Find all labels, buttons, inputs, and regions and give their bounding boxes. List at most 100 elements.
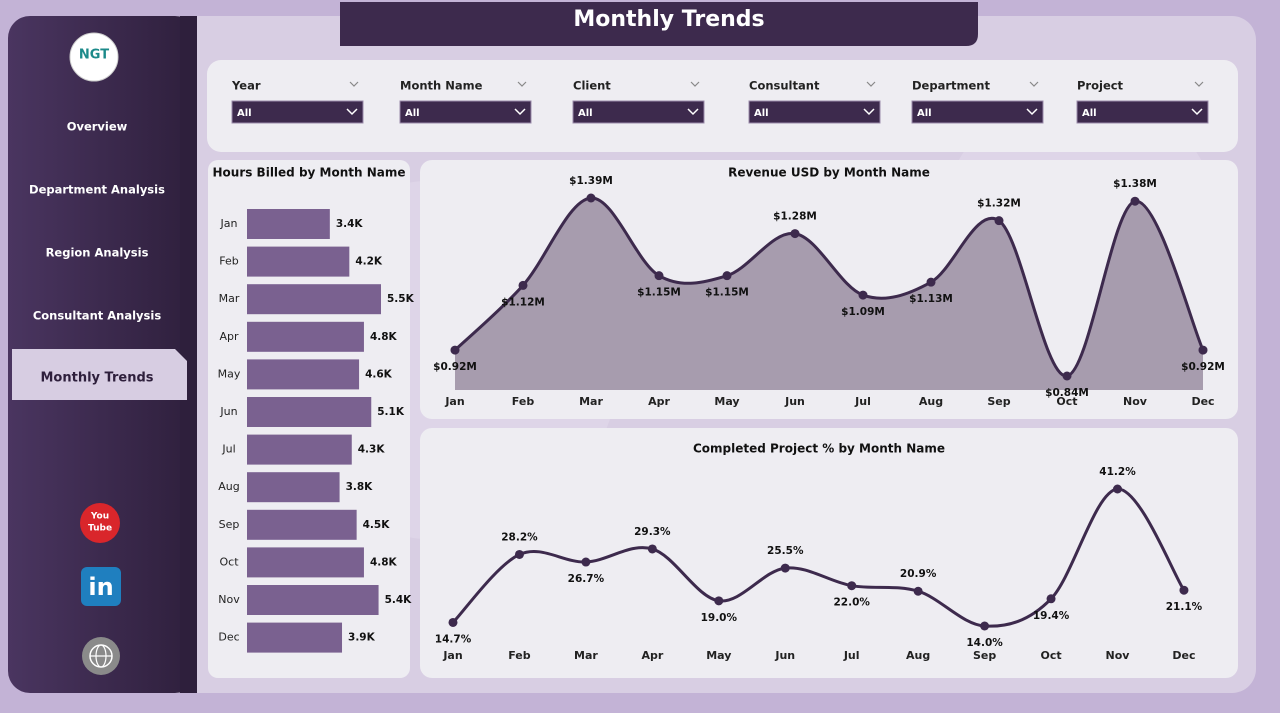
dropdown[interactable] (748, 100, 881, 124)
x-tick-label: Aug (906, 649, 930, 662)
x-tick-label: Jul (854, 395, 871, 408)
point (847, 581, 857, 591)
data-label: 22.0% (833, 597, 870, 609)
data-label: 19.4% (1033, 610, 1070, 622)
bar (247, 321, 364, 352)
data-label: 4.3K (358, 444, 386, 456)
dropdown[interactable] (572, 100, 705, 124)
point (1130, 196, 1140, 206)
youtube-text: Tube (88, 524, 112, 534)
x-tick-label: Oct (1040, 649, 1061, 662)
y-tick-label: Sep (219, 518, 240, 531)
data-label: 21.1% (1166, 601, 1203, 613)
data-label: 4.5K (363, 519, 391, 531)
page-title: Monthly Trends (573, 7, 764, 32)
x-tick-label: Jul (843, 649, 860, 662)
chevron (346, 108, 358, 116)
dropdown-value: All (1082, 108, 1097, 119)
sidebar-edge (180, 16, 197, 693)
y-tick-label: Mar (219, 292, 240, 305)
data-label: 4.8K (370, 331, 398, 343)
point (1113, 484, 1122, 494)
chevron (866, 81, 876, 87)
point (581, 557, 591, 567)
data-label: 26.7% (568, 573, 605, 585)
dropdown[interactable] (231, 100, 364, 124)
x-tick-label: Jan (444, 395, 464, 408)
point (980, 621, 990, 631)
data-label: 3.9K (348, 632, 376, 644)
chart-title: Revenue USD by Month Name (728, 166, 930, 180)
data-label: $1.28M (773, 211, 817, 223)
filter-label: Department (912, 79, 990, 93)
nav-item[interactable]: Monthly Trends (40, 371, 153, 386)
linkedin-icon[interactable] (81, 567, 121, 606)
data-label: $1.09M (841, 306, 885, 318)
nav-item[interactable]: Consultant Analysis (33, 309, 162, 323)
nav-item[interactable]: Department Analysis (29, 183, 165, 197)
bar (247, 585, 379, 615)
bar (247, 359, 360, 390)
point (1179, 585, 1189, 595)
point (586, 193, 596, 203)
chart-title: Hours Billed by Month Name (212, 166, 405, 180)
data-label: $1.13M (909, 293, 953, 305)
active-nav (12, 349, 187, 400)
data-label: 19.0% (701, 612, 738, 624)
dropdown-value: All (578, 108, 593, 119)
bar (247, 547, 364, 578)
point (450, 345, 460, 355)
x-tick-label: Nov (1123, 395, 1148, 408)
point (448, 617, 458, 627)
y-tick-label: Feb (219, 255, 238, 268)
y-tick-label: Dec (218, 631, 239, 644)
x-tick-label: Mar (579, 395, 603, 408)
x-tick-label: Jan (442, 649, 462, 662)
point (654, 271, 664, 281)
x-tick-label: May (714, 395, 739, 408)
point (913, 586, 923, 596)
nav-item[interactable]: Overview (67, 120, 128, 134)
chevron (349, 81, 359, 87)
data-label: $0.84M (1045, 387, 1089, 399)
chevron (517, 81, 527, 87)
filter-label: Client (573, 79, 611, 93)
chevron (687, 108, 699, 116)
dropdown[interactable] (1076, 100, 1209, 124)
filter-label: Month Name (400, 79, 483, 93)
dropdown-value: All (917, 108, 932, 119)
youtube-icon[interactable] (80, 503, 120, 543)
x-tick-label: Dec (1172, 649, 1195, 662)
data-label: 14.0% (966, 637, 1003, 649)
dropdown[interactable] (911, 100, 1044, 124)
data-label: $1.15M (637, 287, 681, 299)
data-label: 28.2% (501, 531, 538, 543)
y-tick-label: Jan (220, 217, 238, 230)
x-tick-label: May (706, 649, 731, 662)
point (1046, 594, 1056, 604)
title-banner (340, 2, 978, 46)
dropdown-value: All (237, 108, 252, 119)
chevron (863, 108, 875, 116)
point (926, 277, 936, 287)
data-label: $0.92M (1181, 361, 1225, 373)
y-tick-label: Oct (219, 555, 239, 568)
logo-text: NGT (79, 48, 109, 63)
chevron (1191, 108, 1203, 116)
x-tick-label: Sep (987, 395, 1010, 408)
dropdown-value: All (754, 108, 769, 119)
data-label: 14.7% (435, 633, 472, 645)
filter-label: Year (231, 79, 261, 93)
data-label: 5.5K (387, 293, 415, 305)
data-label: 4.2K (355, 256, 383, 268)
data-label: 3.4K (336, 218, 364, 230)
bar (247, 622, 343, 653)
point (518, 280, 528, 290)
x-tick-label: Apr (648, 395, 670, 408)
youtube-text: You (90, 512, 109, 522)
nav-item[interactable]: Region Analysis (46, 246, 149, 260)
dropdown[interactable] (399, 100, 532, 124)
x-tick-label: Dec (1191, 395, 1214, 408)
x-tick-label: Nov (1106, 649, 1131, 662)
